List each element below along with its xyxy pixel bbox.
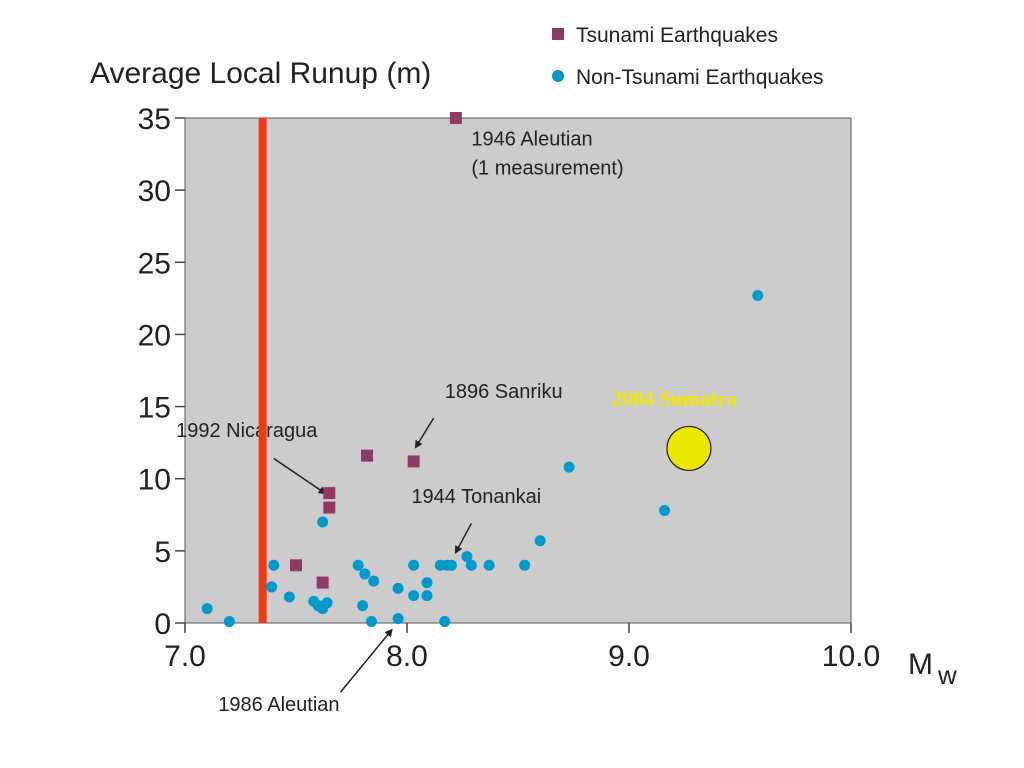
tsunami-point [290,559,302,572]
non-tsunami-point [752,289,764,301]
y-tick-label: 30 [138,175,171,208]
non-tsunami-point [483,559,495,571]
y-tick-label: 20 [138,319,171,352]
non-tsunami-point [421,577,433,589]
tsunami-point [323,501,336,514]
tsunami-point [316,576,329,589]
non-tsunami-point [659,504,671,516]
non-tsunami-point [368,575,380,587]
non-tsunami-point [283,591,295,603]
annotation-label: 1992 Nicaragua [176,420,318,442]
y-tick-label: 10 [138,464,171,497]
legend-marker-tsunami [552,28,564,40]
non-tsunami-point [408,559,420,571]
annotation-label: (1 measurement) [471,157,623,179]
y-tick-label: 0 [154,608,171,641]
x-axis-label: M [908,648,933,681]
y-tick-label: 5 [154,536,171,569]
x-tick-label: 9.0 [608,640,650,673]
non-tsunami-point [392,613,404,625]
non-tsunami-point [317,516,329,528]
non-tsunami-point [359,568,371,580]
non-tsunami-point [439,616,451,628]
legend-label-tsunami: Tsunami Earthquakes [576,24,778,47]
y-tick-label: 25 [138,247,171,280]
annotation-arrow [414,417,435,449]
non-tsunami-point [519,559,531,571]
y-axis-label: Average Local Runup (m) [90,57,431,90]
non-tsunami-point [408,590,420,602]
highlight-point-sumatra [666,425,712,472]
annotation-arrow [339,628,393,693]
non-tsunami-point [461,551,473,563]
non-tsunami-point [223,616,235,628]
annotation-label: 1944 Tonankai [411,486,541,508]
annotation-arrow [454,523,473,555]
x-tick-label: 10.0 [822,640,880,673]
non-tsunami-point [365,616,377,628]
y-tick-label: 15 [138,392,171,425]
non-tsunami-point [392,582,404,594]
annotation-arrow [273,457,327,495]
non-tsunami-point [465,559,477,571]
y-tick-label: 35 [138,103,171,136]
non-tsunami-point [534,535,546,547]
non-tsunami-point [201,603,213,615]
tsunami-point [449,112,462,124]
annotation-label: 1946 Aleutian [471,128,592,150]
non-tsunami-point [268,559,280,571]
non-tsunami-point [563,461,575,473]
plot-area [184,117,852,624]
legend-label-non-tsunami: Non-Tsunami Earthquakes [576,66,823,89]
tsunami-point [407,455,420,468]
legend-marker-non-tsunami [552,70,564,82]
x-tick-label: 7.0 [164,640,206,673]
tsunami-point [361,449,374,462]
data-marks: 2004 Sumatra [201,112,764,628]
annotation-label: 1896 Sanriku [445,381,563,403]
non-tsunami-point [321,597,333,609]
non-tsunami-point [357,600,369,612]
axis-ticks: 0 5 10 15 20 25 30 35 7.0 8.0 9.0 10.0 [138,103,881,673]
annotations: 1946 Aleutian (1 measurement) 1896 Sanriku… [176,128,624,716]
highlight-label-sumatra: 2004 Sumatra [612,386,738,410]
non-tsunami-point [266,581,278,593]
non-tsunami-point [445,559,457,571]
annotation-label: 1986 Aleutian [218,694,339,716]
non-tsunami-point [421,590,433,602]
x-axis-label-subscript: w [937,660,957,690]
x-axis-label-main: M [908,648,933,681]
x-tick-label: 8.0 [386,640,428,673]
tsunami-point [323,487,336,500]
non-tsunami-point [352,559,364,571]
legend: Tsunami Earthquakes Non-Tsunami Earthqua… [552,24,823,89]
